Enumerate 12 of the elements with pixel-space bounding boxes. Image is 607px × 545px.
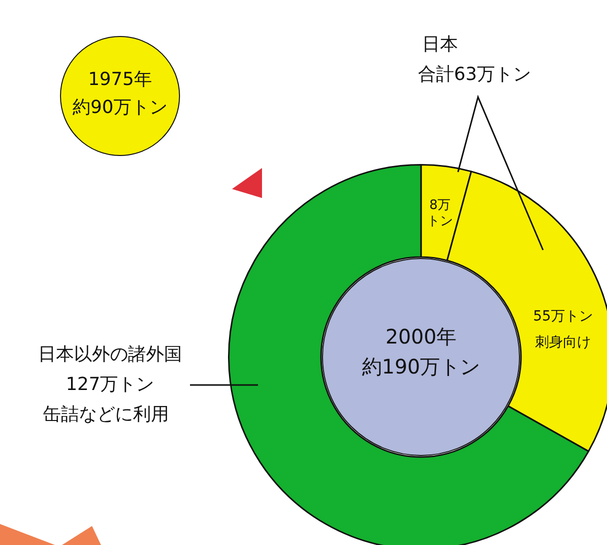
text: 2000年 [386,324,456,350]
data-label: 127万トン [66,374,154,396]
data-label: 8万トン [426,198,454,230]
text: 缶詰などに利用 [43,404,169,426]
text: 1975年 [88,68,152,92]
data-label: 55万トン [533,308,593,326]
text: 日本 [422,34,458,56]
slice-label: 日本以外の諸外国 [38,344,182,366]
text: 約190万トン [362,354,480,380]
text: 合計63万トン [418,64,531,86]
text: 約90万トン [72,96,168,120]
slice-label: 刺身向け [535,334,591,352]
